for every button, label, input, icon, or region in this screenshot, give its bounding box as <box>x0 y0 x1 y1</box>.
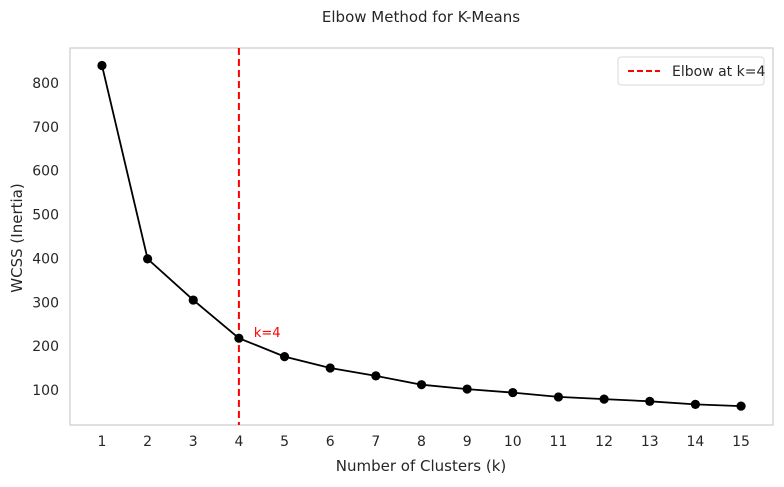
y-tick-label: 200 <box>32 339 59 355</box>
y-axis-label: WCSS (Inertia) <box>8 183 26 292</box>
data-point <box>325 363 335 373</box>
x-axis-ticks: 1 2 3 4 5 6 7 8 9 10 11 12 13 14 15 <box>97 434 749 450</box>
data-point <box>462 384 472 394</box>
y-tick-label: 700 <box>32 120 59 136</box>
data-point <box>553 392 564 402</box>
y-axis-ticks: 100 200 300 400 500 600 700 800 <box>32 76 59 399</box>
x-tick-label: 5 <box>280 434 289 450</box>
legend-box <box>617 56 765 86</box>
elbow-annotation: k=4 <box>254 326 281 341</box>
x-tick-label: 1 <box>97 434 106 450</box>
data-point <box>416 380 427 390</box>
x-tick-label: 12 <box>595 434 613 450</box>
x-tick-label: 9 <box>463 434 472 450</box>
data-point <box>736 401 746 411</box>
data-point <box>97 60 107 71</box>
legend-label: Elbow at k=4 <box>672 64 765 80</box>
data-point <box>234 333 244 343</box>
x-tick-label: 2 <box>143 434 152 450</box>
data-point <box>371 371 381 381</box>
x-tick-label: 10 <box>504 434 522 450</box>
x-tick-label: 8 <box>417 434 426 450</box>
y-tick-label: 800 <box>32 76 59 92</box>
data-point <box>508 387 518 398</box>
data-point <box>645 396 655 406</box>
data-point <box>279 352 290 362</box>
y-tick-label: 600 <box>32 164 59 180</box>
x-tick-label: 14 <box>686 434 704 450</box>
x-tick-label: 6 <box>326 434 335 450</box>
data-point <box>690 399 700 409</box>
x-axis-label: Number of Clusters (k) <box>336 457 506 475</box>
x-tick-label: 4 <box>234 434 243 450</box>
y-tick-label: 100 <box>32 383 59 399</box>
y-tick-label: 500 <box>32 208 59 224</box>
y-tick-label: 400 <box>32 251 59 267</box>
chart-title: Elbow Method for K-Means <box>322 8 520 26</box>
wcss-points <box>97 60 746 411</box>
legend: Elbow at k=4 <box>617 56 765 86</box>
plot-area <box>69 47 774 426</box>
data-point <box>599 394 609 404</box>
x-tick-label: 3 <box>189 434 198 450</box>
x-tick-label: 13 <box>641 434 659 450</box>
x-tick-label: 15 <box>732 434 750 450</box>
data-point <box>143 254 153 264</box>
data-point <box>188 295 198 305</box>
x-tick-label: 11 <box>550 434 568 450</box>
y-tick-label: 300 <box>32 295 59 311</box>
x-tick-label: 7 <box>371 434 380 450</box>
